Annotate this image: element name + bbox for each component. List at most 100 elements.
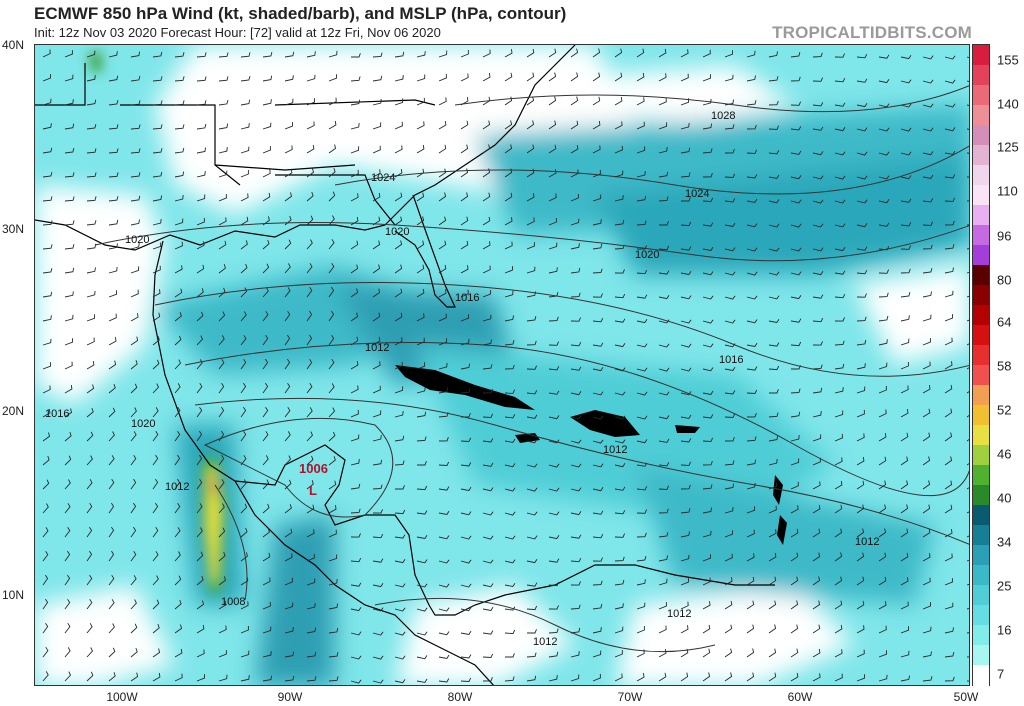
wind-barb <box>196 100 207 106</box>
wind-barb <box>592 243 603 250</box>
wind-barb <box>504 192 513 202</box>
wind-barb <box>438 144 447 154</box>
wind-barb <box>856 199 868 204</box>
wind-barb <box>790 247 802 252</box>
wind-barb <box>64 455 72 466</box>
wind-barb <box>460 583 472 588</box>
wind-barb <box>130 124 141 130</box>
colorbar-segment <box>973 145 989 166</box>
wind-barb <box>262 263 270 274</box>
wind-barb <box>724 436 735 442</box>
wind-barb <box>944 456 953 466</box>
isobar-label: 1012 <box>533 636 557 648</box>
wind-barb <box>394 121 403 130</box>
wind-barb <box>152 648 161 658</box>
wind-barb <box>592 72 601 82</box>
wind-barb <box>438 607 450 612</box>
wind-barb <box>680 461 692 466</box>
wind-barb <box>350 459 360 466</box>
wind-barb <box>746 459 757 466</box>
wind-barb <box>768 318 780 323</box>
wind-barb <box>196 76 207 82</box>
wind-barb <box>42 622 49 634</box>
wind-barb <box>86 550 93 562</box>
wind-barb <box>614 533 626 538</box>
wind-barb <box>504 463 516 468</box>
wind-barb <box>86 598 93 610</box>
wind-barb <box>240 99 251 106</box>
wind-barb <box>856 433 865 442</box>
wind-barb <box>768 295 780 300</box>
wind-barb <box>218 193 227 202</box>
wind-barb <box>570 292 581 298</box>
wind-barb <box>526 242 535 250</box>
wind-barb <box>900 480 909 490</box>
wind-barb <box>702 554 711 562</box>
wind-barb <box>394 679 406 684</box>
colorbar-label: 16 <box>997 622 1012 638</box>
wind-barb <box>900 198 912 203</box>
colorbar-segment <box>973 85 989 106</box>
wind-barb <box>878 339 888 346</box>
wind-barb <box>746 600 755 610</box>
wind-barb <box>438 654 450 660</box>
wind-barb <box>746 436 757 442</box>
wind-barb <box>196 241 205 250</box>
wind-barb <box>174 194 184 202</box>
wind-barb <box>130 672 139 682</box>
wind-barb <box>130 100 141 106</box>
wind-barb <box>636 171 646 178</box>
wind-barb <box>790 223 802 228</box>
wind-barb <box>416 74 426 82</box>
wind-barb <box>922 79 934 84</box>
wind-barb <box>108 51 118 58</box>
wind-barb <box>504 389 516 394</box>
colorbar-segment <box>973 565 989 586</box>
wind-barb <box>900 528 909 538</box>
wind-barb <box>680 221 692 227</box>
wind-barb <box>240 430 247 442</box>
wind-barb <box>86 196 97 202</box>
wind-barb <box>460 511 472 516</box>
wind-barb <box>856 363 866 370</box>
wind-barb <box>636 509 648 514</box>
wind-barb <box>372 98 382 106</box>
wind-barb <box>834 673 843 682</box>
wind-barb <box>306 215 314 226</box>
wind-barb <box>592 533 604 539</box>
wind-barb <box>108 431 115 442</box>
low-pressure-marker[interactable]: 1006 L <box>299 461 328 498</box>
wind-barb <box>922 103 934 108</box>
wind-barb <box>42 503 49 514</box>
source-credit[interactable]: TROPICALTIDBITS.COM <box>772 23 972 42</box>
wind-barb <box>570 218 580 226</box>
wind-barb <box>614 244 625 250</box>
wind-barb <box>130 454 137 466</box>
wind-barb <box>218 527 226 538</box>
wind-barb <box>86 455 93 466</box>
wind-barb <box>152 171 163 178</box>
wind-barb <box>526 144 535 154</box>
wind-barb <box>350 122 360 130</box>
wind-barb <box>372 655 384 660</box>
wind-barb <box>262 287 269 298</box>
wind-barb <box>702 507 713 514</box>
wind-barb <box>328 334 335 346</box>
wind-barb <box>152 599 160 610</box>
wind-barb <box>746 271 758 276</box>
wind-barb <box>218 650 227 658</box>
wind-barb <box>306 98 315 106</box>
wind-barb <box>944 480 953 490</box>
wind-barb <box>658 508 669 514</box>
wind-barb <box>658 171 669 178</box>
wind-barb <box>482 339 492 346</box>
wind-barb <box>240 263 248 274</box>
wind-barb <box>680 319 692 324</box>
wind-barb <box>614 391 626 396</box>
wind-barb <box>900 601 909 610</box>
wind-barb <box>790 388 801 394</box>
wind-barb <box>328 652 339 658</box>
wind-barb <box>812 77 824 82</box>
wind-barb <box>416 51 426 58</box>
wind-barb <box>527 629 537 634</box>
